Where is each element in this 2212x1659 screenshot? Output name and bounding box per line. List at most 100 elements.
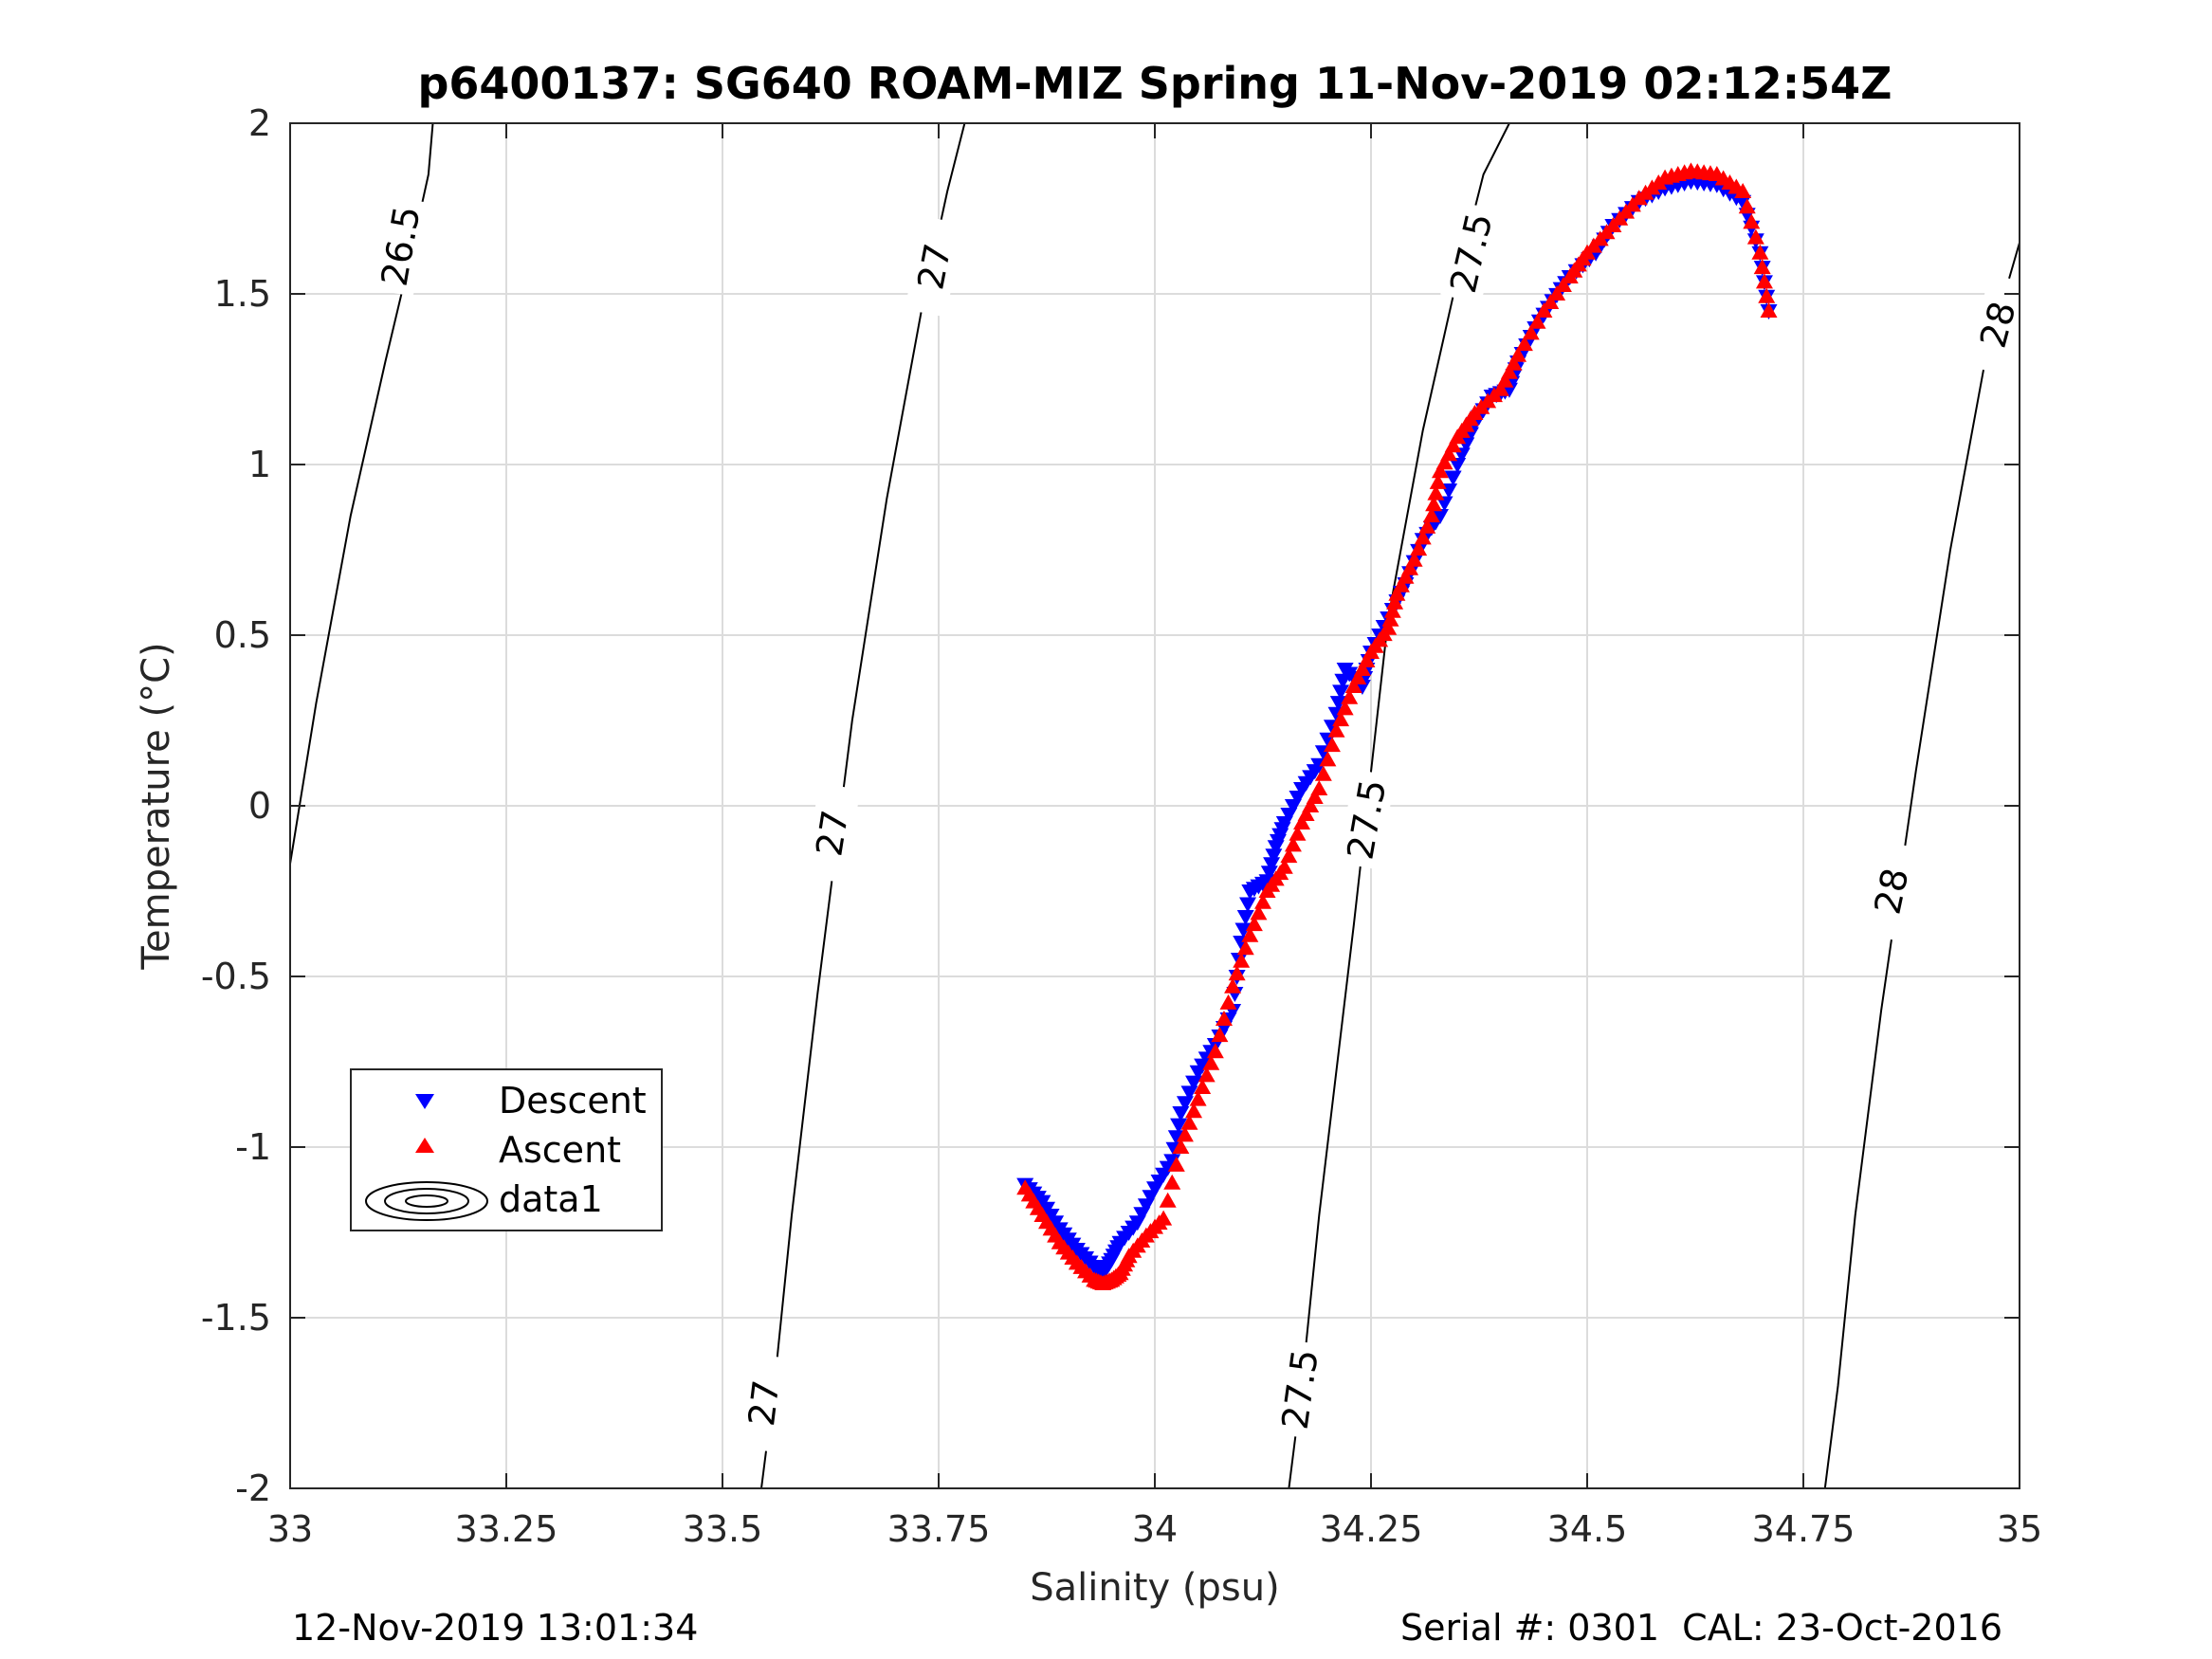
- ascent-point: [1751, 244, 1769, 260]
- ascent-point: [1155, 1210, 1173, 1226]
- y-tick-label: -1.5: [201, 1297, 271, 1339]
- descent-point: [1329, 696, 1347, 712]
- ascent-point: [1381, 611, 1399, 627]
- ascent-point: [1505, 355, 1523, 371]
- ascent-point: [1228, 965, 1246, 981]
- ascent-point: [1386, 593, 1404, 610]
- y-tick-label: 2: [248, 102, 271, 144]
- ascent-point: [1219, 994, 1237, 1010]
- ascent-point: [1341, 688, 1359, 704]
- ascent-point: [1753, 259, 1771, 275]
- ascent-point: [1418, 518, 1436, 534]
- ascent-point: [1159, 1192, 1177, 1208]
- y-tick-label: -1: [235, 1126, 271, 1168]
- footer-serial-cal: Serial #: 0301 CAL: 23-Oct-2016: [1400, 1607, 2002, 1649]
- descent-point: [1265, 848, 1283, 865]
- ascent-point: [1211, 1027, 1229, 1043]
- ascent-point: [1760, 302, 1778, 318]
- ascent-point: [1738, 198, 1756, 214]
- y-tick-label: 1: [248, 444, 271, 485]
- contour-label-bg: [905, 215, 964, 318]
- ascent-point: [1310, 780, 1328, 795]
- ascent-point: [1554, 277, 1572, 292]
- x-axis: 33 33.25 33.5 33.75 34 34.25 34.5 34.75 35: [267, 123, 2042, 1550]
- ascent-point: [1515, 336, 1533, 352]
- ascent-point: [1167, 1156, 1185, 1172]
- y-axis: 2 1.5 1 0.5 0 -0.5 -1 -1.5 -2: [201, 102, 2020, 1509]
- ascent-point: [1306, 789, 1324, 804]
- ascent-point: [1293, 814, 1311, 830]
- ascent-point: [1314, 765, 1332, 781]
- ascent-point: [1388, 585, 1406, 601]
- legend-descent-label: Descent: [499, 1080, 647, 1121]
- ascent-point: [1431, 463, 1449, 479]
- ascent-point: [1233, 952, 1251, 968]
- legend-ascent-label: Ascent: [499, 1129, 621, 1171]
- ascent-point: [1425, 496, 1443, 512]
- y-tick-label: -2: [235, 1468, 271, 1509]
- ascent-point: [1380, 619, 1398, 635]
- ascent-point: [1758, 287, 1776, 303]
- ascent-point: [1323, 737, 1341, 753]
- ascent-point: [1289, 825, 1307, 841]
- ascent-point: [1197, 1066, 1216, 1083]
- ascent-point: [1405, 551, 1423, 567]
- ascent-point: [1189, 1090, 1207, 1106]
- legend-data1-label: data1: [499, 1178, 603, 1220]
- ascent-point: [1284, 836, 1302, 852]
- ascent-point: [1522, 324, 1540, 340]
- ascent-point: [1734, 183, 1752, 198]
- ascent-point: [1349, 669, 1367, 684]
- ascent-point: [1275, 858, 1293, 874]
- ascent-point: [1429, 473, 1447, 489]
- ascent-point: [1250, 904, 1268, 921]
- isopycnal-26.5: [289, 122, 434, 865]
- contour-label-bg: [372, 195, 430, 297]
- descent-point: [1431, 509, 1449, 524]
- ascent-point: [1410, 540, 1428, 556]
- x-tick-label: 34.75: [1752, 1508, 1856, 1550]
- footer-timestamp: 12-Nov-2019 13:01:34: [292, 1607, 698, 1649]
- x-tick-label: 33.5: [683, 1508, 763, 1550]
- descent-point: [1234, 922, 1252, 939]
- descent-point: [1260, 866, 1278, 882]
- contour-label: 28: [1866, 865, 1916, 918]
- y-tick-label: 0.5: [214, 614, 271, 656]
- ascent-point: [1327, 721, 1345, 738]
- descent-point: [1444, 470, 1462, 486]
- contour-label-bg: [1272, 1340, 1327, 1440]
- ascent-point: [1215, 1011, 1233, 1026]
- ascent-point: [1163, 1174, 1181, 1190]
- x-tick-label: 34: [1132, 1508, 1178, 1550]
- ascent-point: [1435, 454, 1453, 470]
- contour-label-bg: [1338, 769, 1396, 870]
- ascent-point: [1297, 806, 1315, 821]
- ascent-point: [1427, 484, 1445, 501]
- descent-point: [1170, 1118, 1188, 1134]
- contour-label: 27: [740, 1377, 788, 1428]
- ascent-point: [1500, 363, 1518, 379]
- ascent-point: [1397, 568, 1415, 584]
- ascent-point: [1755, 273, 1773, 289]
- ascent-point: [1336, 700, 1354, 716]
- x-tick-label: 33.75: [887, 1508, 991, 1550]
- ascent-point: [1194, 1079, 1212, 1094]
- y-tick-label: 0: [248, 785, 271, 827]
- descent-point: [1167, 1130, 1185, 1146]
- ascent-point: [1440, 446, 1458, 462]
- y-axis-label: Temperature (°C): [135, 642, 178, 970]
- legend-contour-marker: [365, 1181, 488, 1221]
- ascent-point: [1254, 893, 1271, 909]
- series-ascent: [1016, 162, 1778, 1290]
- ascent-point: [1548, 285, 1566, 301]
- ascent-point: [1528, 313, 1546, 329]
- x-tick-label: 35: [1997, 1508, 2042, 1550]
- ascent-point: [1535, 302, 1553, 318]
- ascent-point: [1414, 529, 1432, 545]
- y-tick-label: -0.5: [201, 956, 271, 997]
- ascent-point: [1302, 797, 1320, 812]
- ascent-point: [1202, 1054, 1220, 1070]
- y-tick-label: 1.5: [214, 273, 271, 315]
- ascent-point: [1746, 228, 1764, 245]
